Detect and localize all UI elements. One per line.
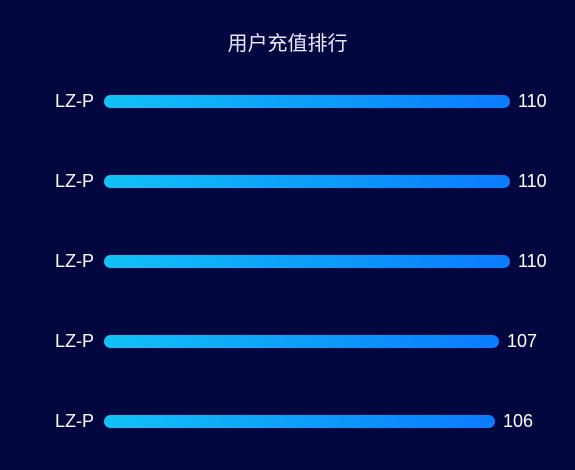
bar: [104, 335, 499, 348]
value-label: 110: [518, 251, 547, 271]
bar: [104, 175, 510, 188]
value-label: 107: [507, 331, 538, 351]
value-label: 106: [503, 411, 534, 431]
bar: [104, 415, 495, 428]
bar-track: [104, 335, 499, 348]
bar-row: LZ-P 110: [0, 89, 575, 113]
chart-title: 用户充值排行: [227, 31, 348, 55]
bar-track: [104, 95, 510, 108]
value-label: 110: [518, 91, 547, 111]
category-label: LZ-P: [54, 171, 94, 191]
bar-row: LZ-P 107: [0, 329, 575, 353]
bar-track: [104, 255, 510, 268]
bar-row: LZ-P 110: [0, 249, 575, 273]
bar: [104, 255, 510, 268]
category-label: LZ-P: [54, 331, 94, 351]
category-label: LZ-P: [54, 251, 94, 271]
category-label: LZ-P: [54, 411, 94, 431]
bar: [104, 95, 510, 108]
bar-track: [104, 415, 495, 428]
category-label: LZ-P: [54, 91, 94, 111]
bar-row: LZ-P 110: [0, 169, 575, 193]
bar-row: LZ-P 106: [0, 409, 575, 433]
bar-track: [104, 175, 510, 188]
value-label: 110: [518, 171, 547, 191]
